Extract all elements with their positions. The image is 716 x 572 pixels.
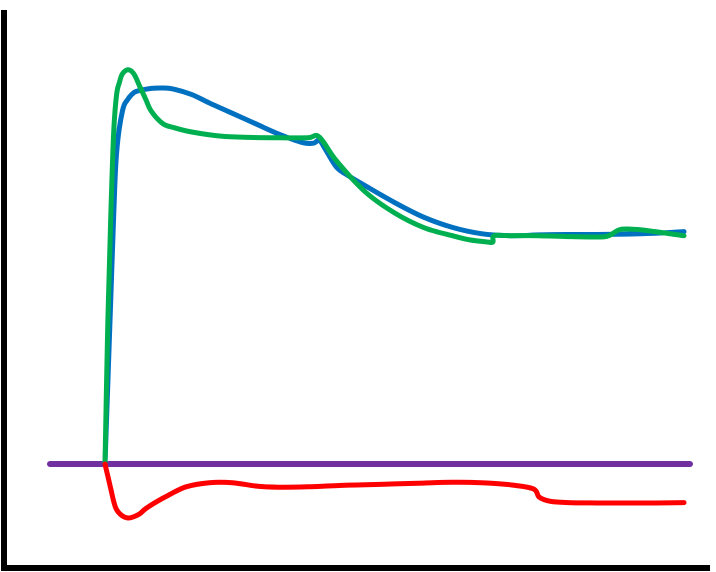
series-layer: [47, 67, 693, 521]
series-line-2: [102, 461, 687, 521]
series-line-0: [102, 85, 687, 467]
series-line-1: [102, 67, 687, 467]
